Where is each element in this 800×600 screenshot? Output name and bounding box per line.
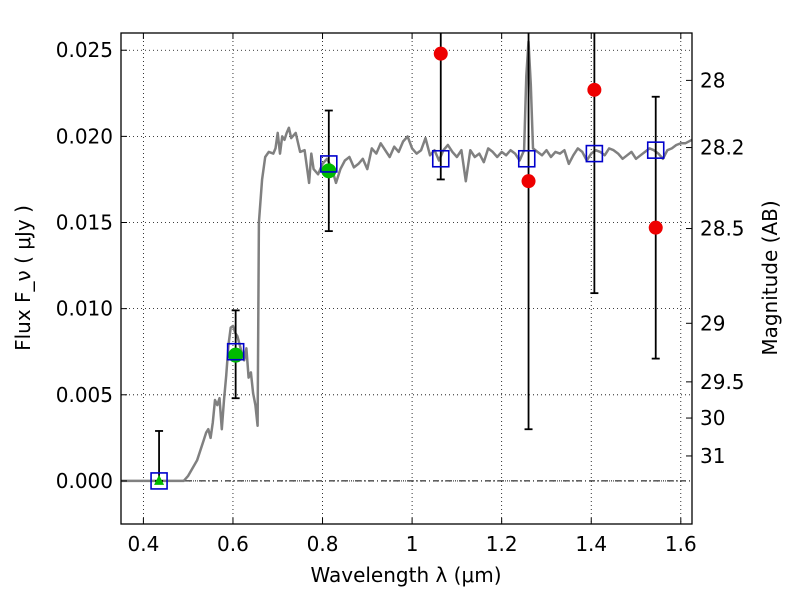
right-tick-label: 28: [700, 68, 725, 92]
x-tick-labels: 0.4 0.6 0.8 1 1.2 1.4 1.6: [127, 532, 696, 556]
x-tick-label: 0.6: [217, 532, 249, 556]
upper-point: [521, 174, 536, 189]
x-axis-title: Wavelength λ (μm): [310, 563, 501, 587]
y-axis-title: Flux F_ν ( μJy ): [11, 205, 35, 351]
template-spectrum-line: [121, 40, 693, 483]
upper-point: [648, 220, 663, 235]
y-tick-label: 0.000: [56, 469, 113, 493]
model-point: [646, 141, 665, 159]
upper-point: [433, 46, 448, 61]
y-tick-label: 0.025: [56, 38, 113, 62]
data-points: [150, 46, 665, 490]
x-tick-label: 1.6: [665, 532, 697, 556]
x-tick-label: 1.2: [486, 532, 518, 556]
right-tick-label: 31: [700, 444, 725, 468]
right-axis-title: Magnitude (AB): [758, 200, 782, 355]
model-point: [319, 155, 338, 173]
detection-point: [321, 163, 337, 179]
y-tick-label: 0.020: [56, 124, 113, 148]
model-point: [517, 149, 536, 168]
plot-area-background: [121, 33, 692, 524]
right-tick-label: 29.5: [700, 370, 745, 394]
model-point: [226, 342, 245, 361]
detection-point: [228, 347, 244, 363]
x-tick-label: 0.4: [127, 532, 159, 556]
low-significance-point: [154, 474, 165, 485]
right-tick-label: 28.2: [700, 136, 745, 160]
y-tick-label: 0.010: [56, 297, 113, 321]
axis-ticks: [121, 33, 692, 524]
y-tick-labels: 0.000 0.005 0.010 0.015 0.020 0.025: [56, 38, 113, 493]
y-tick-label: 0.005: [56, 383, 113, 407]
right-tick-label: 29: [700, 311, 725, 335]
right-tick-label: 28.5: [700, 217, 745, 241]
upper-point: [587, 82, 602, 97]
model-point: [150, 472, 168, 490]
y-tick-label: 0.015: [56, 211, 113, 235]
plot-frame: [120, 32, 693, 525]
x-tick-label: 1: [406, 532, 419, 556]
x-tick-label: 1.4: [575, 532, 607, 556]
model-point: [585, 144, 604, 163]
x-tick-label: 0.8: [307, 532, 339, 556]
model-point: [431, 149, 450, 168]
right-tick-label: 30: [700, 406, 725, 430]
right-tick-labels: 28 28.2 28.5 29 29.5 30 31: [700, 68, 745, 468]
